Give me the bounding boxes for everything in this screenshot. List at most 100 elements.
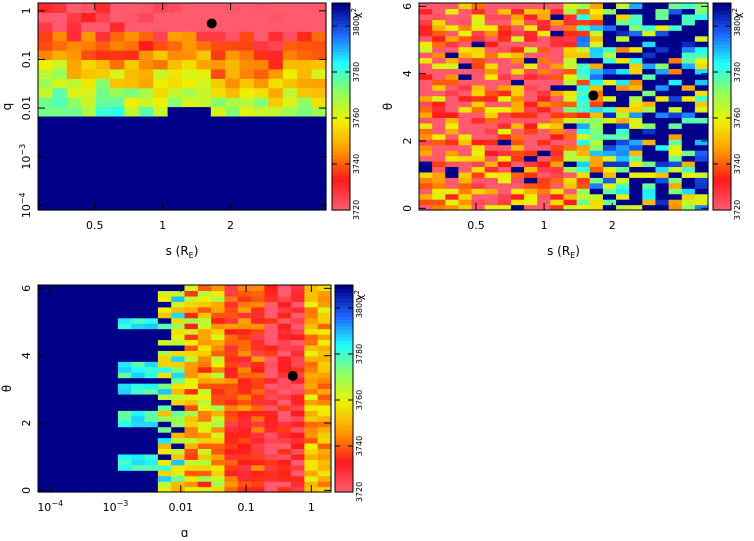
colorbar-segment <box>713 16 731 21</box>
heatmap-cell <box>81 134 97 145</box>
colorbar-segment <box>713 103 731 108</box>
heatmap-cell <box>291 437 305 444</box>
heatmap-cell <box>117 486 132 493</box>
heatmap-cell <box>291 453 305 460</box>
heatmap-cell <box>66 200 82 211</box>
colorbar-segment <box>713 178 731 183</box>
colorbar-segment <box>332 23 350 28</box>
heatmap-cell <box>550 166 565 173</box>
heatmap-cell <box>184 383 199 390</box>
heatmap-cell <box>616 52 630 59</box>
heatmap-cell <box>484 193 499 200</box>
heatmap-cell <box>77 481 92 488</box>
heatmap-cell <box>484 106 499 113</box>
heatmap-cell <box>655 155 670 162</box>
heatmap-cell <box>681 68 696 75</box>
heatmap-cell <box>144 323 159 330</box>
heatmap-cell <box>445 57 460 64</box>
heatmap-cell <box>497 35 512 42</box>
heatmap-cell <box>91 372 106 379</box>
heatmap-cell <box>282 172 298 183</box>
heatmap-cell <box>563 166 578 173</box>
heatmap-cell <box>576 95 591 102</box>
heatmap-cell <box>237 344 252 351</box>
colorbar-segment <box>713 6 731 11</box>
heatmap-cell <box>211 339 226 346</box>
heatmap-cell <box>291 442 305 450</box>
heatmap-cell <box>291 372 305 379</box>
heatmap-cell <box>655 166 670 173</box>
heatmap-cell <box>264 355 279 362</box>
heatmap-cell <box>497 188 512 195</box>
colorbar-segment <box>713 123 731 128</box>
heatmap-cell <box>237 317 252 324</box>
heatmap-cell <box>458 35 473 42</box>
heatmap-cell <box>77 410 92 417</box>
heatmap-cell <box>317 317 332 324</box>
heatmap-cell <box>445 139 460 146</box>
heatmap-cell <box>576 52 591 59</box>
heatmap-cell <box>537 73 551 80</box>
heatmap-cell <box>225 21 241 32</box>
heatmap-cell <box>497 90 512 97</box>
heatmap-cell <box>681 46 696 53</box>
heatmap-cell <box>264 361 279 368</box>
colorbar-segment <box>335 354 353 359</box>
heatmap-cell <box>563 19 578 26</box>
heatmap-cell <box>589 160 604 168</box>
heatmap-cell <box>282 125 298 136</box>
heatmap-cell <box>239 181 255 192</box>
heatmap-cell <box>681 111 696 118</box>
heatmap-cell <box>225 40 241 51</box>
heatmap-cell <box>458 171 473 178</box>
heatmap-cell <box>497 24 512 31</box>
heatmap-cell <box>616 155 630 162</box>
heatmap-cell <box>537 160 551 168</box>
heatmap-cell <box>282 200 298 211</box>
heatmap-cell <box>681 122 696 129</box>
heatmap-cell <box>537 177 551 184</box>
heatmap-cell <box>182 172 197 183</box>
heatmap-cell <box>225 144 241 155</box>
heatmap-cell <box>38 301 52 308</box>
heatmap-cell <box>211 388 226 395</box>
heatmap-cell <box>277 301 292 308</box>
heatmap-cell <box>602 90 617 97</box>
heatmap-cell <box>602 177 617 184</box>
heatmap-cell <box>225 191 241 202</box>
heatmap-cell <box>196 97 212 108</box>
heatmap-cell <box>419 13 433 20</box>
heatmap-cell <box>237 410 252 417</box>
colorbar-segment <box>713 189 731 194</box>
heatmap-cell <box>668 106 683 113</box>
heatmap-cell <box>297 191 313 202</box>
heatmap-cell <box>153 191 169 202</box>
heatmap-cell <box>211 470 226 477</box>
heatmap-cell <box>66 106 82 117</box>
heatmap-cell <box>642 106 657 113</box>
heatmap-cell <box>157 415 172 422</box>
heatmap-cell <box>537 150 551 157</box>
heatmap-cell <box>602 95 617 102</box>
heatmap-cell <box>196 87 212 98</box>
heatmap-cell <box>167 144 183 155</box>
heatmap-cell <box>264 470 279 477</box>
heatmap-cell <box>311 162 327 173</box>
heatmap-cell <box>38 172 53 183</box>
colorbar-segment <box>335 423 353 428</box>
heatmap-cell <box>471 101 486 108</box>
colorbar-segment <box>335 322 353 327</box>
colorbar-segment <box>335 443 353 448</box>
heatmap-cell <box>124 181 140 192</box>
heatmap-cell <box>602 73 617 80</box>
heatmap-cell <box>131 290 146 297</box>
heatmap-cell <box>157 404 172 411</box>
heatmap-cell <box>563 3 578 10</box>
heatmap-cell <box>304 366 319 373</box>
heatmap-cell <box>254 68 269 79</box>
heatmap-cell <box>576 106 591 113</box>
heatmap-cell <box>239 134 255 145</box>
heatmap-cell <box>224 426 239 433</box>
heatmap-cell <box>497 204 512 211</box>
heatmap-cell <box>304 290 319 297</box>
